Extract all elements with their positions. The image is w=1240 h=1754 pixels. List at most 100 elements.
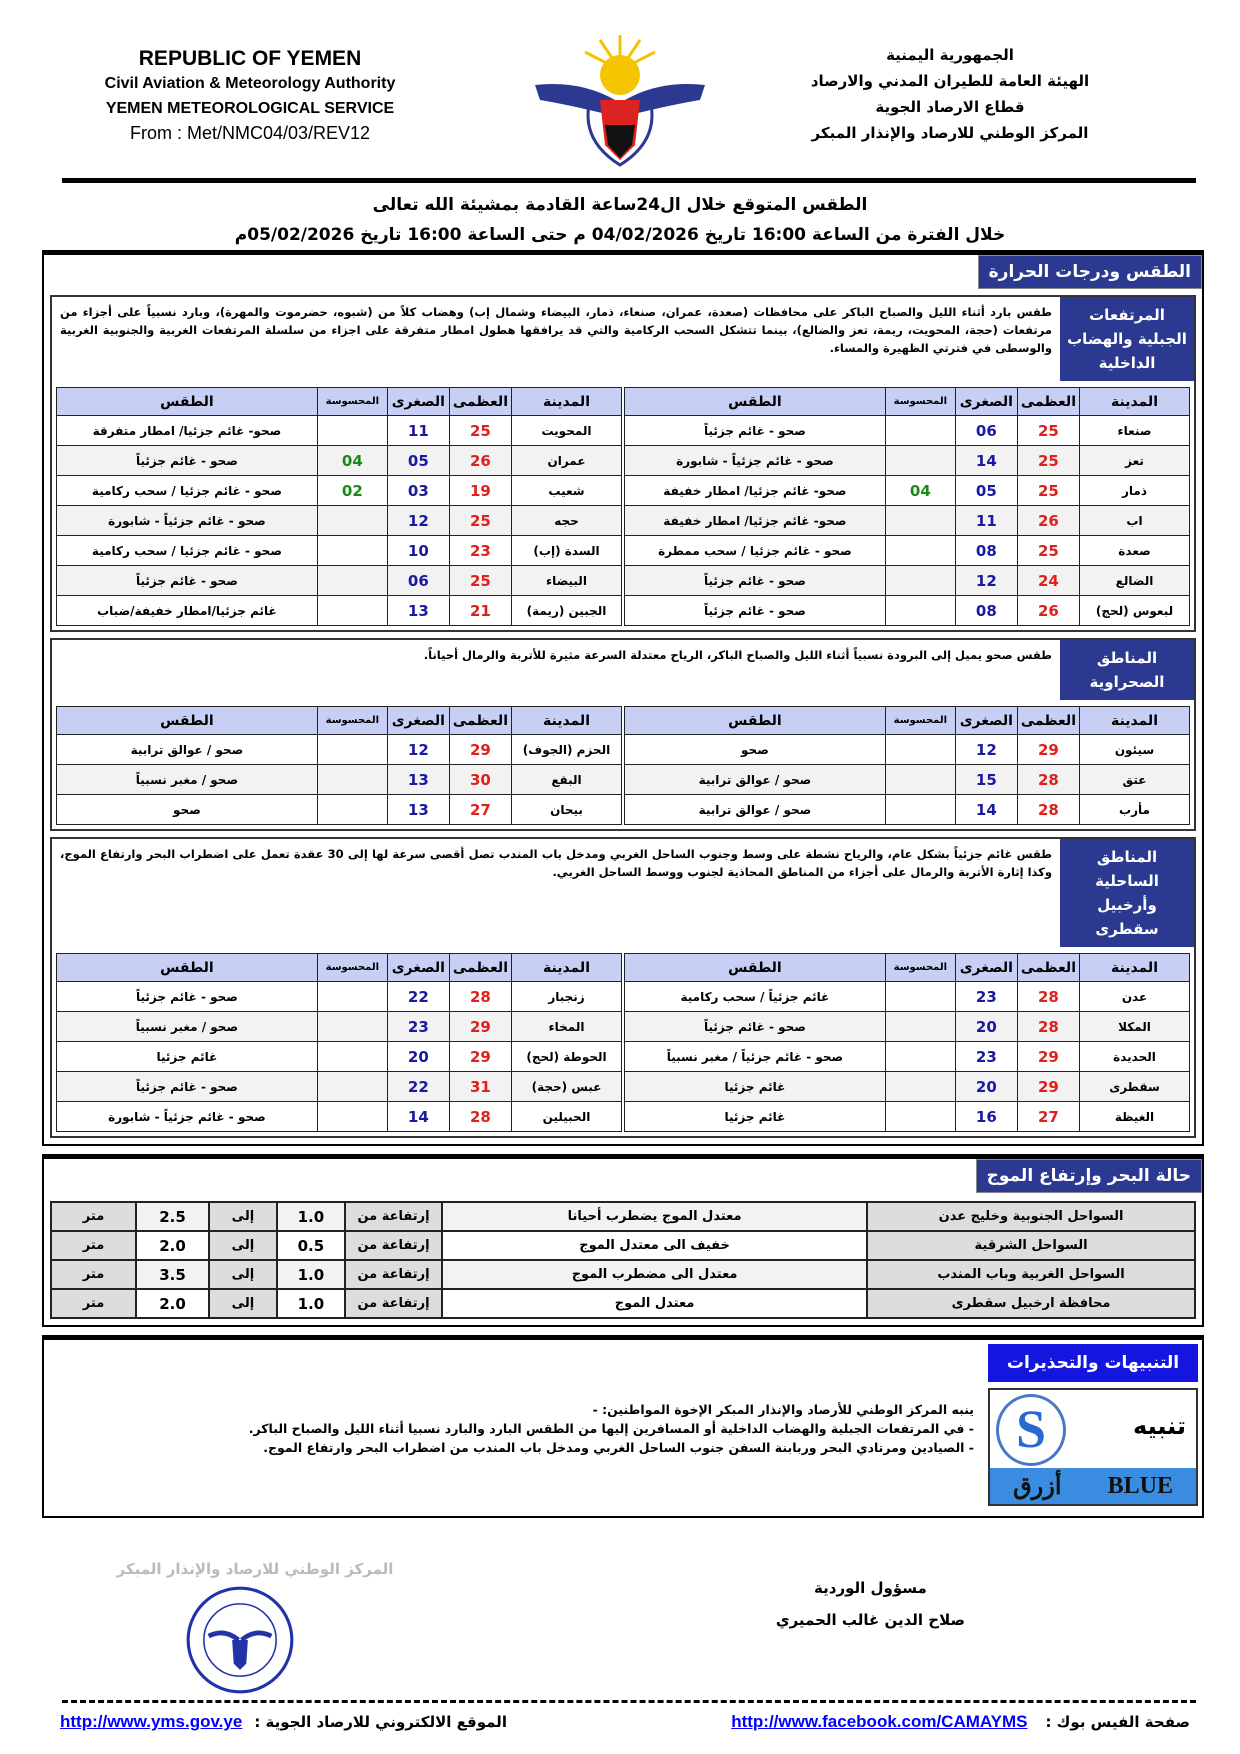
sea-row: محافظة ارخبيل سقطرى معتدل الموج إرتفاعة من… xyxy=(49,1288,1196,1319)
weather-desc: صحو- غائم جزئيا/ امطار خفيفة xyxy=(624,475,886,506)
facebook-label: صفحة الفيس بوك : xyxy=(1045,1713,1190,1731)
warnings-text: ينبه المركز الوطني للأرصاد والإنذار المب… xyxy=(48,1344,988,1506)
weather-desc: غائم جزئياً / سحب ركامية xyxy=(624,981,886,1012)
max-temp: 28 xyxy=(1016,764,1081,795)
city-table-left: المدينة العظمى الصغرى المحسوسة الطقس المحويت 2… xyxy=(56,387,622,626)
column-header: المحسوسة xyxy=(316,706,388,735)
weather-desc: صحو- غائم جزئيا/ امطار خفيفة xyxy=(624,505,886,536)
sea-section: حالة البحر وإرتفاع الموج السواحل الجنوبي… xyxy=(42,1154,1204,1327)
table-row: تعز 25 14 صحو - غائم جزئياً - شابورة xyxy=(624,445,1190,476)
city-name: ذمار xyxy=(1079,475,1190,506)
authority-logo xyxy=(535,35,705,167)
city-name: البقع xyxy=(511,764,622,795)
weather-desc: صحو - غائم جزئيا / سحب ممطرة xyxy=(624,535,886,566)
region-title: المرتفعات الجبلية والهضاب الداخلية xyxy=(1060,297,1194,381)
table-row: سقطرى 29 20 غائم جزئيا xyxy=(624,1071,1190,1102)
height-max: 2.0 xyxy=(135,1230,210,1261)
city-name: الحزم (الجوف) xyxy=(511,734,622,765)
city-name: عبس (حجة) xyxy=(511,1071,622,1102)
website-label: الموقع الالكتروني للارصاد الجوية : xyxy=(254,1713,507,1731)
table-row: الحزم (الجوف) 29 12 صحو / عوالق ترابية xyxy=(56,734,622,765)
column-header: العظمى xyxy=(448,706,513,735)
region-description: طقس غائم جزئياً بشكل عام، والرياح نشطة ع… xyxy=(60,847,1052,879)
min-temp: 12 xyxy=(386,505,450,536)
weather-desc: صحو - غائم جزئياً xyxy=(56,565,318,596)
table-row: الجبين (ريمة) 21 13 غائم جزئيا/امطار خفيفة/… xyxy=(56,595,622,626)
max-temp: 25 xyxy=(1016,415,1081,446)
column-header: الطقس xyxy=(624,953,886,982)
sea-area: السواحل الشرقية xyxy=(866,1230,1196,1261)
weather-desc: صحو xyxy=(56,794,318,825)
weather-desc: صحو - غائم جزئياً xyxy=(56,1071,318,1102)
column-header: الطقس xyxy=(624,387,886,416)
felt-temp xyxy=(316,764,388,795)
max-temp: 29 xyxy=(1016,1071,1081,1102)
min-temp: 14 xyxy=(954,794,1018,825)
city-table-right: المدينة العظمى الصغرى المحسوسة الطقس سيئون 29 1… xyxy=(624,706,1190,825)
min-temp: 10 xyxy=(386,535,450,566)
felt-temp xyxy=(884,445,956,476)
region-tables: المدينة العظمى الصغرى المحسوسة الطقس عدن 28 23 غ… xyxy=(52,947,1194,1136)
forecast-period: خلال الفترة من الساعة 16:00 تاريخ 04/02/… xyxy=(234,225,1006,245)
website-link[interactable]: http://www.yms.gov.ye xyxy=(60,1712,243,1731)
max-temp: 28 xyxy=(1016,794,1081,825)
column-header: الصغرى xyxy=(386,706,450,735)
city-name: المخاء xyxy=(511,1011,622,1042)
weather-desc: صحو / عوالق ترابية xyxy=(624,764,886,795)
table-row: حجه 25 12 صحو - غائم جزئياً - شابورة xyxy=(56,505,622,536)
country-name-ar: الجمهورية اليمنية xyxy=(886,46,1014,64)
column-header: المحسوسة xyxy=(316,387,388,416)
felt-temp xyxy=(316,565,388,596)
max-temp: 24 xyxy=(1016,565,1081,596)
felt-temp xyxy=(316,535,388,566)
max-temp: 25 xyxy=(448,415,513,446)
height-from-label: إرتفاعة من xyxy=(343,1288,444,1319)
max-temp: 28 xyxy=(448,981,513,1012)
table-row: الضالع 24 12 صحو - غائم جزئياً xyxy=(624,565,1190,596)
table-row: الحديدة 29 23 صحو - غائم جزئياً / مغبر نسبي… xyxy=(624,1041,1190,1072)
max-temp: 29 xyxy=(1016,1041,1081,1072)
unit-label: متر xyxy=(49,1259,138,1290)
forecast-title-line: الطقس المتوقع خلال ال24ساعة القادمة بمشي… xyxy=(372,195,868,215)
header-divider xyxy=(62,178,1196,183)
facebook-link[interactable]: http://www.facebook.com/CAMAYMS xyxy=(731,1712,1028,1731)
felt-temp xyxy=(316,505,388,536)
max-temp: 25 xyxy=(1016,475,1081,506)
column-header: العظمى xyxy=(1016,387,1081,416)
min-temp: 22 xyxy=(386,981,450,1012)
felt-temp: 04 xyxy=(884,475,956,506)
table-row: الحوطة (لحج) 29 20 غائم جزئيا xyxy=(56,1041,622,1072)
min-temp: 14 xyxy=(386,1101,450,1132)
max-temp: 28 xyxy=(1016,981,1081,1012)
weather-desc: صحو - غائم جزئياً - شابورة xyxy=(56,1101,318,1132)
felt-temp xyxy=(884,565,956,596)
region-title: المناطق الصحراوية xyxy=(1060,640,1194,700)
unit-label: متر xyxy=(49,1230,138,1261)
city-name: عمران xyxy=(511,445,622,476)
column-header: الصغرى xyxy=(386,953,450,982)
min-temp: 13 xyxy=(386,595,450,626)
min-temp: 16 xyxy=(954,1101,1018,1132)
max-temp: 30 xyxy=(448,764,513,795)
weather-desc: صحو / مغبر نسبياً xyxy=(56,1011,318,1042)
height-from-label: إرتفاعة من xyxy=(343,1201,444,1232)
sea-table: السواحل الجنوبية وخليج عدن معتدل الموج يض… xyxy=(49,1201,1196,1319)
height-min: 1.0 xyxy=(275,1201,346,1232)
weather-desc: صحو - غائم جزئياً xyxy=(624,565,886,596)
column-header: المدينة xyxy=(1079,953,1190,982)
max-temp: 29 xyxy=(448,1041,513,1072)
weather-section: الطقس ودرجات الحرارة المرتفعات الجبلية و… xyxy=(42,250,1204,1146)
weather-desc: صحو - غائم جزئياً xyxy=(624,415,886,446)
min-temp: 06 xyxy=(386,565,450,596)
table-row: المحويت 25 11 صحو- غائم جزئيا/ امطار متفرقة xyxy=(56,415,622,446)
table-row: زنجبار 28 22 صحو - غائم جزئياً xyxy=(56,981,622,1012)
weather-desc: غائم جزئيا/امطار خفيفة/ضباب xyxy=(56,595,318,626)
height-max: 3.5 xyxy=(135,1259,210,1290)
header-arabic: الجمهورية اليمنية الهيئة العامة للطيران … xyxy=(785,42,1115,146)
city-name: الجبين (ريمة) xyxy=(511,595,622,626)
column-header: العظمى xyxy=(1016,953,1081,982)
weather-desc: صحو - غائم جزئياً xyxy=(624,1011,886,1042)
weather-desc: غائم جزئيا xyxy=(624,1101,886,1132)
min-temp: 05 xyxy=(386,445,450,476)
city-table-left: المدينة العظمى الصغرى المحسوسة الطقس زنجبار 28… xyxy=(56,953,622,1132)
